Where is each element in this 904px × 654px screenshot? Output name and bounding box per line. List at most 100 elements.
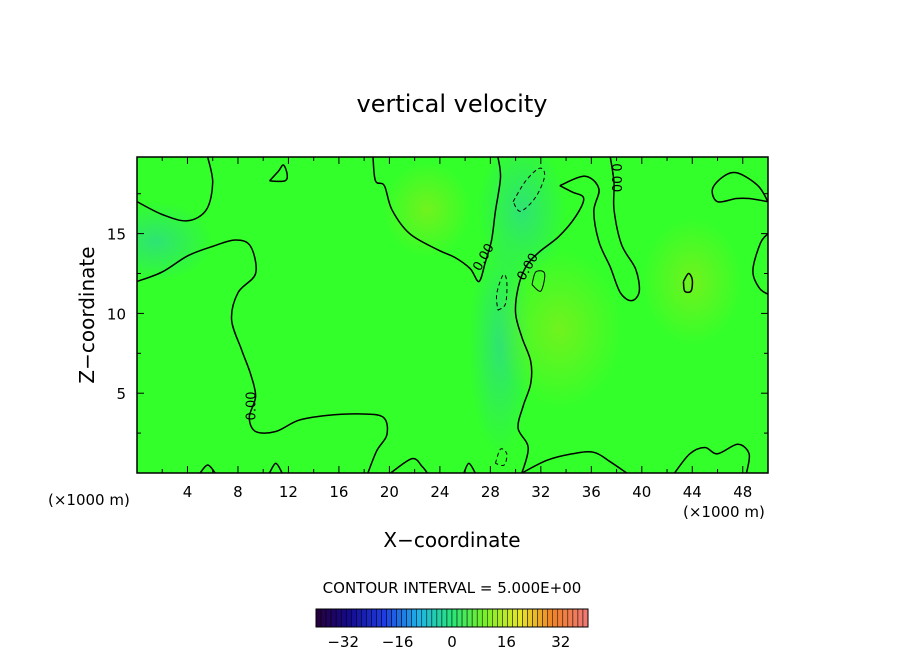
zero-contour xyxy=(268,164,289,183)
colorbar-cell xyxy=(446,608,453,628)
colorbar xyxy=(315,608,589,628)
colorbar-cell xyxy=(340,608,347,628)
x-tick-label: 24 xyxy=(430,483,449,501)
colorbar-frame xyxy=(315,608,589,628)
x-tick-label: 8 xyxy=(233,483,243,501)
colorbar-tick-label: −16 xyxy=(382,633,414,651)
colorbar-cell xyxy=(371,608,377,628)
colorbar-cell xyxy=(315,608,322,628)
y-tick-label: 5 xyxy=(116,385,126,403)
colorbar-cell xyxy=(345,608,352,628)
colorbar-tick-label: 32 xyxy=(551,633,570,651)
x-tick-label: 16 xyxy=(329,483,348,501)
negative-contour xyxy=(494,448,508,466)
colorbar-cell xyxy=(330,608,337,628)
x-tick-label: 44 xyxy=(683,483,702,501)
zero-contour xyxy=(514,185,585,473)
colorbar-cell xyxy=(335,608,342,628)
y-axis-label: Z−coordinate xyxy=(75,246,99,383)
colorbar-cell xyxy=(351,608,357,628)
colorbar-cell xyxy=(325,608,332,628)
contour-lines xyxy=(137,157,768,473)
negative-contour xyxy=(495,274,508,311)
colorbar-ticks: −32 −16 0 16 32 xyxy=(327,633,570,651)
x-tick-label: 20 xyxy=(380,483,399,501)
positive-shading xyxy=(496,249,623,410)
negative-contour xyxy=(512,167,546,212)
colorbar-cell xyxy=(396,608,402,628)
colorbar-cell xyxy=(406,608,412,628)
zero-contour xyxy=(137,157,214,222)
x-tick-label: 12 xyxy=(279,483,298,501)
plot-area xyxy=(137,157,768,473)
x-axis-ticks: 4 8 12 16 20 24 28 32 36 40 44 48 xyxy=(161,157,752,501)
positive-contour xyxy=(531,270,546,292)
zero-contour xyxy=(390,457,428,473)
colorbar-cell xyxy=(320,608,327,628)
colorbar-cell xyxy=(416,608,423,628)
colorbar-cell xyxy=(532,608,538,628)
colorbar-cell xyxy=(476,608,483,628)
colorbar-cell xyxy=(436,608,443,628)
positive-shading xyxy=(383,161,472,258)
colorbar-cell xyxy=(502,608,508,628)
colorbar-cell xyxy=(461,608,468,628)
y-axis-ticks: 5 10 15 xyxy=(107,193,768,434)
colorbar-cell xyxy=(552,608,559,628)
colorbar-cell xyxy=(542,608,548,628)
colorbar-cell xyxy=(537,608,543,628)
colorbar-cell xyxy=(401,608,407,628)
zero-contour xyxy=(682,272,694,294)
colorbar-cell xyxy=(522,608,528,628)
colorbar-cell xyxy=(507,608,513,628)
colorbar-tick-label: 0 xyxy=(447,633,457,651)
colorbar-cell xyxy=(366,608,372,628)
x-tick-label: 32 xyxy=(531,483,550,501)
plot-frame xyxy=(136,156,769,474)
colorbar-cell xyxy=(577,608,584,628)
contour-label: 0.00 xyxy=(244,391,259,420)
colorbar-cell xyxy=(492,608,498,628)
zero-contour xyxy=(199,464,216,473)
zero-contour xyxy=(674,443,751,473)
chart-title: vertical velocity xyxy=(357,90,548,118)
zero-contour xyxy=(268,462,283,473)
colorbar-tick-label: 16 xyxy=(497,633,516,651)
colorbar-cell xyxy=(451,608,458,628)
colorbar-cell xyxy=(381,608,387,628)
colorbar-cell xyxy=(421,608,428,628)
colorbar-cell xyxy=(466,608,473,628)
colorbar-cell xyxy=(441,608,448,628)
colorbar-cell xyxy=(411,608,417,628)
colorbar-cell xyxy=(481,608,488,628)
zero-contour xyxy=(137,239,389,473)
y-tick-label: 15 xyxy=(107,226,126,244)
colorbar-cell xyxy=(456,608,463,628)
colorbar-cell xyxy=(572,608,579,628)
y-tick-label: 10 xyxy=(107,305,126,323)
negative-shading xyxy=(137,201,213,282)
colorbar-cell xyxy=(582,608,589,628)
x-unit-label-right: (×1000 m) xyxy=(683,503,765,521)
colorbar-cell xyxy=(471,608,478,628)
colorbar-cell xyxy=(361,608,367,628)
colorbar-cell xyxy=(512,608,518,628)
colorbar-cell xyxy=(426,608,433,628)
x-tick-label: 36 xyxy=(582,483,601,501)
colorbar-tick-label: −32 xyxy=(327,633,359,651)
colorbar-cell xyxy=(487,608,493,628)
colorbar-cell xyxy=(547,608,553,628)
x-tick-label: 28 xyxy=(481,483,500,501)
contour-label: 0.00 xyxy=(608,163,623,192)
colorbar-cell xyxy=(431,608,438,628)
zero-contour xyxy=(752,233,768,295)
colorbar-cell xyxy=(567,608,574,628)
zero-contour xyxy=(559,157,641,302)
zero-contour xyxy=(711,171,768,203)
colorbar-cell xyxy=(391,608,397,628)
zero-contour xyxy=(372,157,502,283)
colorbar-cell xyxy=(386,608,392,628)
x-tick-label: 4 xyxy=(183,483,193,501)
colorbar-cell xyxy=(527,608,533,628)
x-tick-label: 40 xyxy=(632,483,651,501)
